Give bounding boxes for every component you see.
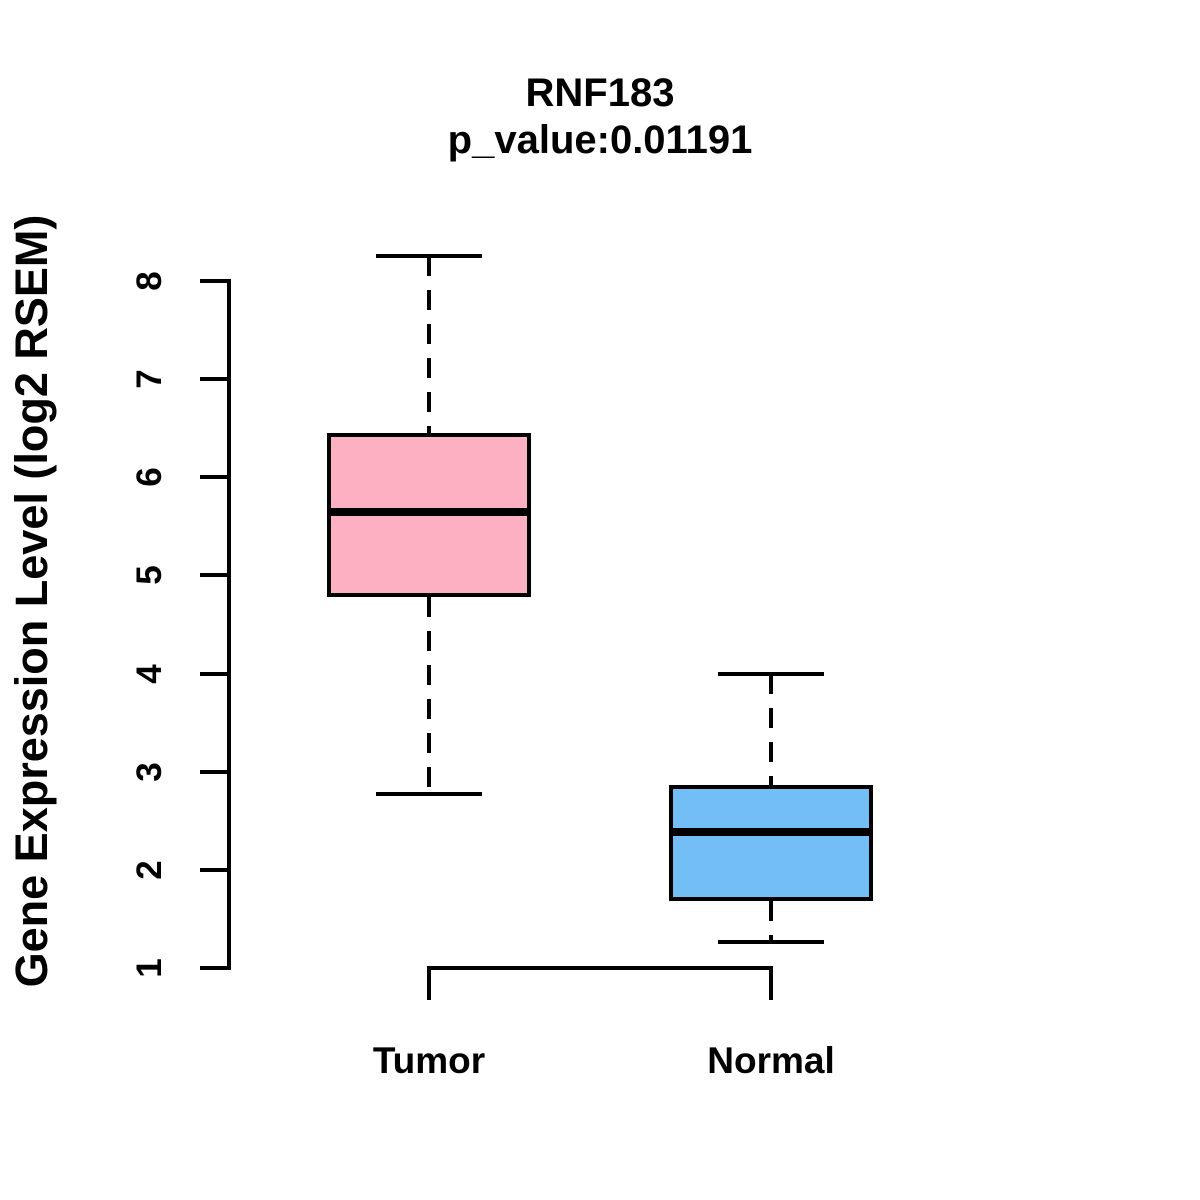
upper-whisker-cap	[376, 254, 482, 259]
lower-whisker-cap	[376, 792, 482, 797]
chart-title: RNF183	[525, 71, 675, 115]
y-axis-tick	[200, 671, 229, 676]
x-axis-bracket-tick	[427, 966, 431, 1000]
upper-whisker-line	[427, 256, 431, 434]
x-axis-label-tumor: Tumor	[372, 1040, 486, 1081]
y-axis-tick	[200, 279, 229, 283]
median-line	[669, 827, 873, 836]
chart-title-block: RNF183 p_value:0.01191	[200, 70, 1000, 164]
y-axis-tick-label: 7	[130, 369, 169, 389]
y-axis-label: Gene Expression Level (log2 RSEM)	[6, 214, 57, 988]
lower-whisker-line	[427, 597, 431, 795]
y-axis-tick-label: 5	[130, 565, 169, 586]
y-axis-tick-label: 2	[130, 860, 169, 880]
y-axis-tick	[200, 966, 229, 970]
y-axis-tick-label: 8	[130, 271, 169, 291]
lower-whisker-cap	[718, 940, 824, 945]
y-axis-tick	[200, 867, 229, 872]
upper-whisker-line	[769, 673, 773, 786]
y-axis-tick	[200, 769, 229, 774]
y-axis-tick-label: 1	[130, 958, 169, 978]
y-axis-line	[227, 279, 231, 970]
lower-whisker-line	[769, 901, 773, 943]
y-axis-tick	[200, 573, 229, 578]
box-normal	[669, 785, 873, 902]
upper-whisker-cap	[718, 671, 824, 676]
y-axis-tick-label: 6	[130, 467, 169, 488]
y-axis-tick	[200, 377, 229, 382]
y-axis-tick	[200, 475, 229, 480]
y-axis-tick-label: 3	[130, 761, 169, 782]
x-axis-label-normal: Normal	[707, 1040, 835, 1081]
chart-subtitle: p_value:0.01191	[447, 118, 753, 162]
median-line	[327, 507, 531, 516]
x-axis-bracket-tick	[769, 966, 773, 1000]
x-axis-bracket-line	[427, 966, 773, 970]
y-axis-tick-label: 4	[130, 663, 169, 684]
